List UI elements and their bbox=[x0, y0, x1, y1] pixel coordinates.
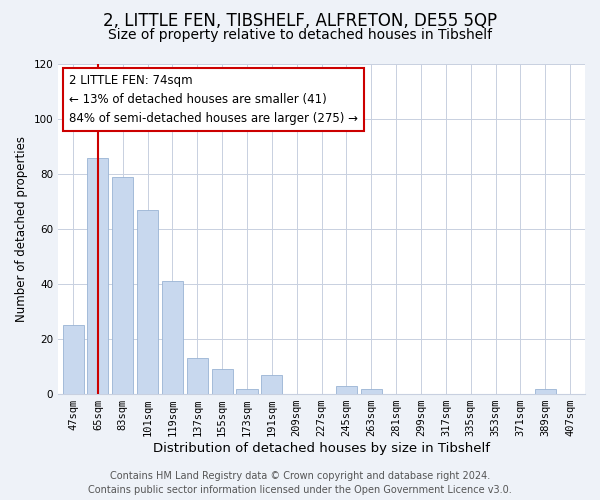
Text: 2 LITTLE FEN: 74sqm
← 13% of detached houses are smaller (41)
84% of semi-detach: 2 LITTLE FEN: 74sqm ← 13% of detached ho… bbox=[69, 74, 358, 125]
Bar bbox=[535, 388, 556, 394]
Bar bbox=[262, 375, 283, 394]
Bar bbox=[361, 388, 382, 394]
Bar bbox=[187, 358, 208, 394]
Bar bbox=[88, 158, 109, 394]
X-axis label: Distribution of detached houses by size in Tibshelf: Distribution of detached houses by size … bbox=[153, 442, 490, 455]
Bar bbox=[137, 210, 158, 394]
Bar bbox=[336, 386, 357, 394]
Bar bbox=[212, 370, 233, 394]
Y-axis label: Number of detached properties: Number of detached properties bbox=[15, 136, 28, 322]
Text: Contains HM Land Registry data © Crown copyright and database right 2024.
Contai: Contains HM Land Registry data © Crown c… bbox=[88, 471, 512, 495]
Bar bbox=[162, 282, 183, 394]
Bar bbox=[236, 388, 257, 394]
Text: Size of property relative to detached houses in Tibshelf: Size of property relative to detached ho… bbox=[108, 28, 492, 42]
Bar bbox=[62, 326, 83, 394]
Bar bbox=[112, 177, 133, 394]
Text: 2, LITTLE FEN, TIBSHELF, ALFRETON, DE55 5QP: 2, LITTLE FEN, TIBSHELF, ALFRETON, DE55 … bbox=[103, 12, 497, 30]
